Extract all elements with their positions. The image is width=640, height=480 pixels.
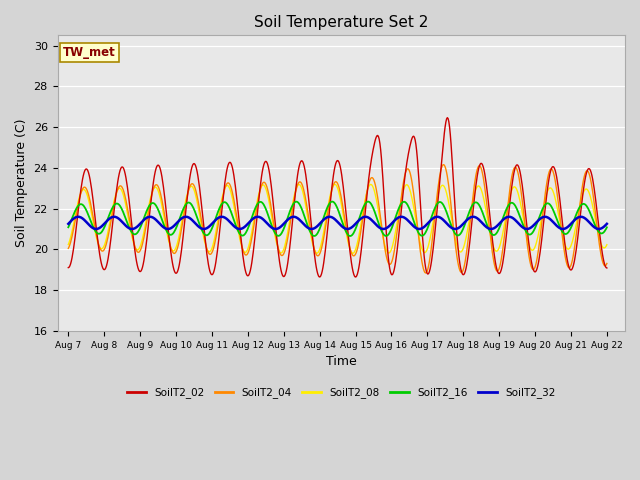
SoilT2_08 [130, 240, 138, 246]
SoilT2_02 [603, 265, 611, 271]
SoilT2_04 [212, 231, 220, 237]
Line: SoilT2_32: SoilT2_32 [68, 217, 607, 229]
SoilT2_02 [184, 187, 192, 193]
SoilT2_04 [65, 245, 72, 251]
SoilT2_16 [130, 231, 138, 237]
SoilT2_02 [444, 115, 451, 120]
Line: SoilT2_16: SoilT2_16 [68, 202, 607, 236]
Line: SoilT2_08: SoilT2_08 [68, 184, 607, 253]
SoilT2_16 [420, 232, 428, 238]
SoilT2_04 [440, 162, 447, 168]
SoilT2_04 [422, 270, 429, 276]
SoilT2_02 [351, 274, 359, 280]
SoilT2_32 [214, 215, 222, 221]
Line: SoilT2_04: SoilT2_04 [68, 165, 607, 273]
SoilT2_04 [74, 202, 82, 208]
SoilT2_16 [65, 224, 72, 230]
SoilT2_16 [404, 204, 412, 209]
SoilT2_32 [65, 221, 72, 227]
SoilT2_08 [420, 250, 428, 255]
X-axis label: Time: Time [326, 355, 356, 368]
SoilT2_32 [603, 221, 611, 227]
SoilT2_32 [186, 215, 193, 221]
SoilT2_16 [74, 203, 82, 209]
SoilT2_32 [130, 226, 138, 232]
Title: Soil Temperature Set 2: Soil Temperature Set 2 [254, 15, 428, 30]
SoilT2_02 [212, 254, 220, 260]
SoilT2_16 [184, 200, 192, 205]
SoilT2_32 [420, 224, 428, 230]
SoilT2_32 [164, 226, 172, 232]
SoilT2_04 [130, 238, 138, 244]
SoilT2_32 [404, 218, 412, 224]
SoilT2_04 [419, 263, 426, 268]
SoilT2_32 [182, 214, 189, 220]
SoilT2_04 [184, 189, 192, 195]
SoilT2_08 [212, 225, 220, 231]
SoilT2_02 [404, 155, 412, 161]
SoilT2_32 [74, 214, 82, 220]
SoilT2_08 [184, 188, 192, 194]
Line: SoilT2_02: SoilT2_02 [68, 118, 607, 277]
SoilT2_08 [74, 199, 82, 205]
SoilT2_08 [65, 241, 72, 247]
SoilT2_08 [404, 183, 412, 189]
Text: TW_met: TW_met [63, 46, 116, 59]
SoilT2_16 [328, 199, 336, 204]
SoilT2_04 [403, 167, 411, 172]
SoilT2_04 [603, 261, 611, 266]
SoilT2_08 [603, 242, 611, 248]
SoilT2_02 [74, 209, 82, 215]
SoilT2_16 [212, 213, 220, 218]
SoilT2_02 [130, 237, 138, 242]
SoilT2_16 [346, 233, 354, 239]
SoilT2_08 [349, 251, 356, 256]
SoilT2_02 [419, 245, 427, 251]
SoilT2_08 [331, 181, 339, 187]
SoilT2_16 [603, 225, 611, 230]
Y-axis label: Soil Temperature (C): Soil Temperature (C) [15, 119, 28, 247]
Legend: SoilT2_02, SoilT2_04, SoilT2_08, SoilT2_16, SoilT2_32: SoilT2_02, SoilT2_04, SoilT2_08, SoilT2_… [123, 384, 559, 403]
SoilT2_02 [65, 265, 72, 271]
